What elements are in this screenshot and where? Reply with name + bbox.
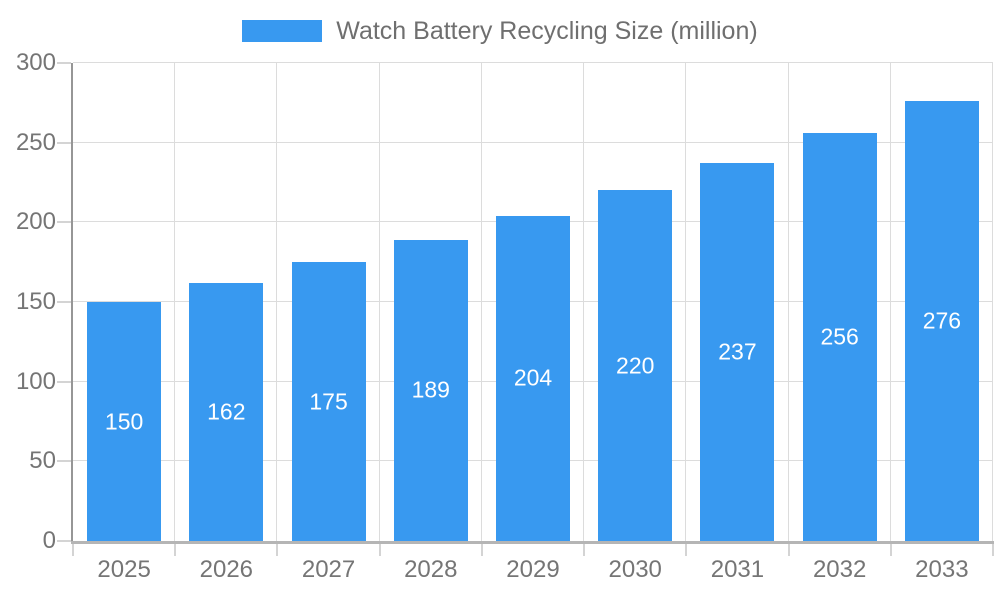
x-tick-label: 2032 xyxy=(812,556,867,583)
x-axis-tick xyxy=(480,544,483,556)
x-axis-tick xyxy=(276,544,279,556)
x-tick-label: 2029 xyxy=(506,556,560,583)
x-axis-tick xyxy=(889,544,892,556)
x-axis-tick xyxy=(992,544,994,556)
bar-2033: 276 xyxy=(904,101,979,541)
v-gridline xyxy=(685,63,687,541)
bar-value-label: 162 xyxy=(207,398,246,425)
bar-value-label: 237 xyxy=(718,338,757,365)
x-tick-label: 2026 xyxy=(199,556,254,583)
y-axis-tick xyxy=(57,380,71,383)
v-gridline xyxy=(992,63,993,541)
v-gridline xyxy=(787,63,789,541)
x-axis-tick xyxy=(72,544,74,556)
bar-2032: 256 xyxy=(802,133,877,541)
x-tick-label: 2030 xyxy=(608,556,662,583)
legend-swatch xyxy=(242,20,323,42)
h-gridline xyxy=(73,141,993,143)
bar-value-label: 175 xyxy=(309,388,348,415)
v-gridline xyxy=(276,63,278,541)
x-tick-label: 2025 xyxy=(97,556,151,583)
x-axis-tick xyxy=(583,544,586,556)
bar-value-label: 204 xyxy=(513,364,553,391)
x-tick-label: 2028 xyxy=(404,556,458,583)
x-axis-tick xyxy=(685,544,688,556)
x-tick-label: 2033 xyxy=(915,556,969,583)
bar-2030: 220 xyxy=(598,190,673,541)
bar-value-label: 189 xyxy=(411,376,450,403)
y-tick-label: 150 xyxy=(15,288,56,315)
bar-value-label: 256 xyxy=(820,323,859,350)
x-axis-tick xyxy=(787,544,790,556)
x-axis-line xyxy=(71,541,994,544)
x-axis-labels: 2025 2026 2027 2028 2029 2030 2031 2032 2033 xyxy=(73,556,993,586)
y-tick-label: 50 xyxy=(29,447,56,475)
v-gridline xyxy=(480,63,482,541)
v-gridline xyxy=(378,63,380,541)
v-gridline xyxy=(583,63,585,541)
h-gridline xyxy=(73,62,993,63)
y-axis-labels: 0 50 100 150 200 250 300 xyxy=(0,51,56,553)
bar-2028: 189 xyxy=(393,239,468,541)
y-tick-label: 200 xyxy=(15,208,56,236)
bar-2026: 162 xyxy=(189,282,264,541)
y-tick-label: 100 xyxy=(15,367,56,395)
bar-2031: 237 xyxy=(700,163,775,541)
bar-2025: 150 xyxy=(87,302,162,541)
x-axis-tick xyxy=(378,544,381,556)
y-axis-tick xyxy=(57,540,71,542)
y-axis-tick xyxy=(57,141,71,144)
y-tick-label: 300 xyxy=(15,49,56,76)
y-tick-label: 0 xyxy=(42,527,56,554)
chart-title: Watch Battery Recycling Size (million) xyxy=(336,17,758,45)
x-axis-tick xyxy=(174,544,177,556)
v-gridline xyxy=(174,63,176,541)
y-axis-tick xyxy=(57,460,71,463)
y-tick-label: 250 xyxy=(15,128,56,156)
bar-value-label: 220 xyxy=(616,352,655,379)
bar-2029: 204 xyxy=(496,215,570,541)
y-axis-tick xyxy=(57,62,71,64)
bar-value-label: 276 xyxy=(922,307,962,334)
bar-value-label: 150 xyxy=(104,408,144,434)
y-axis-line xyxy=(71,63,73,544)
y-axis-tick xyxy=(57,301,71,303)
plot-area: 150 162 175 189 204 220 237 256 276 xyxy=(57,62,994,556)
v-gridline xyxy=(889,63,891,541)
x-tick-label: 2027 xyxy=(301,556,356,583)
x-tick-label: 2031 xyxy=(710,556,765,583)
legend-item[interactable]: Watch Battery Recycling Size (million) xyxy=(0,16,1000,46)
bar-2027: 175 xyxy=(291,262,366,541)
y-axis-tick xyxy=(57,221,71,224)
